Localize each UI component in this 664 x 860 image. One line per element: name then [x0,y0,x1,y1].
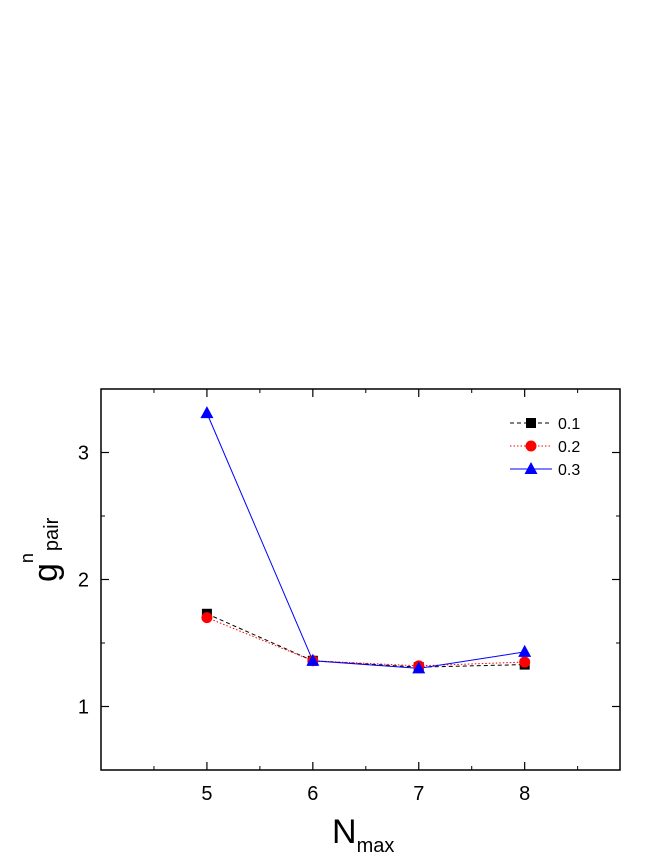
data-point-0.2 [519,656,531,668]
legend-marker-0.1 [526,418,536,428]
x-axis-label-main: N [332,813,357,851]
data-point-0.3 [200,406,214,419]
x-tick-label: 8 [519,783,530,805]
y-axis-label-main: g [27,563,65,582]
legend-label-0.3: 0.3 [558,462,580,479]
data-point-0.2 [201,612,213,624]
series-line-0.1 [206,613,525,668]
legend-marker-0.3 [524,462,538,474]
y-axis-label: gnpair [17,517,65,582]
axis-ticks: 5 6 7 8 1 2 3 [78,389,620,805]
y-tick-label: 3 [78,443,89,465]
legend-label-0.1: 0.1 [558,416,580,433]
legend-marker-0.2 [525,440,537,452]
y-axis-label-subscript: pair [41,517,63,551]
y-tick-label: 2 [78,570,89,592]
series-line-0.3 [206,412,525,669]
legend-label-0.2: 0.2 [558,439,580,456]
legend: 0.1 0.2 0.3 [510,416,580,479]
x-axis-label: Nmax [332,813,394,857]
data-point-0.3 [306,653,320,666]
series-markers [200,406,532,674]
data-point-0.3 [518,644,532,657]
series-line-0.2 [206,617,525,667]
x-axis-label-subscript: max [357,835,395,857]
y-axis-label-superscript: n [17,553,37,563]
x-tick-label: 7 [413,783,424,805]
x-tick-label: 5 [201,783,212,805]
x-tick-label: 6 [307,783,318,805]
data-point-0.3 [412,661,426,674]
series-lines [206,412,525,669]
y-tick-label: 1 [78,697,89,719]
